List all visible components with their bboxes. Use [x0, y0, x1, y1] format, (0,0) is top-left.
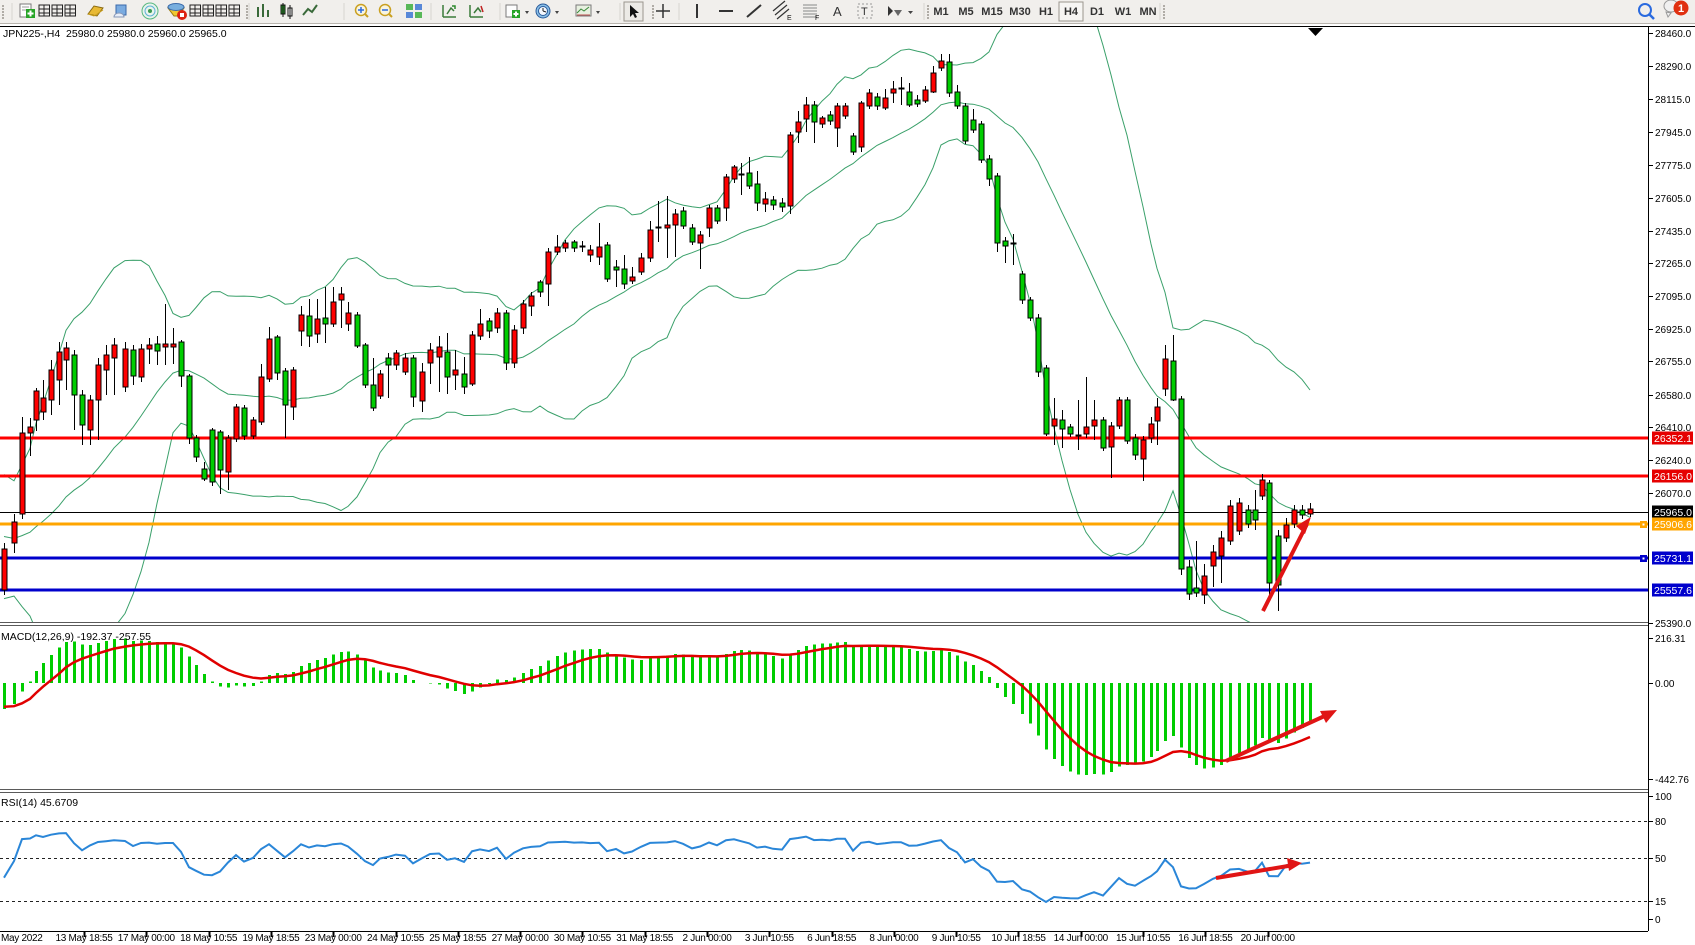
svg-text:19 May 18:55: 19 May 18:55: [242, 933, 300, 944]
svg-text:216.31: 216.31: [1655, 634, 1686, 645]
svg-text:T: T: [861, 6, 868, 18]
svg-text:25 May 18:55: 25 May 18:55: [429, 933, 487, 944]
svg-text:M30: M30: [1009, 6, 1030, 18]
svg-text:27435.0: 27435.0: [1655, 227, 1692, 238]
svg-text:H1: H1: [1039, 6, 1053, 18]
svg-text:M5: M5: [958, 6, 973, 18]
svg-text:25906.6: 25906.6: [1654, 519, 1692, 531]
svg-text:D1: D1: [1090, 6, 1104, 18]
svg-text:25390.0: 25390.0: [1655, 619, 1692, 630]
svg-text:24 May 10:55: 24 May 10:55: [367, 933, 425, 944]
svg-text:30 May 10:55: 30 May 10:55: [554, 933, 612, 944]
svg-text:26156.0: 26156.0: [1654, 471, 1692, 483]
svg-text:20 Jun 00:00: 20 Jun 00:00: [1241, 933, 1296, 944]
svg-text:15 Jun 10:55: 15 Jun 10:55: [1116, 933, 1171, 944]
svg-text:27775.0: 27775.0: [1655, 161, 1692, 172]
svg-text:3 Jun 10:55: 3 Jun 10:55: [745, 933, 795, 944]
svg-text:26410.0: 26410.0: [1655, 423, 1692, 434]
svg-text:MN: MN: [1139, 6, 1156, 18]
svg-text:27095.0: 27095.0: [1655, 292, 1692, 303]
svg-text:50: 50: [1655, 854, 1667, 865]
svg-text:25965.0: 25965.0: [1654, 507, 1692, 519]
svg-text:28460.0: 28460.0: [1655, 29, 1692, 40]
svg-text:1: 1: [1678, 3, 1684, 15]
svg-text:27945.0: 27945.0: [1655, 128, 1692, 139]
svg-text:JPN225-,H4 25980.0 25980.0 25: JPN225-,H4 25980.0 25980.0 25960.0 25965…: [3, 28, 227, 40]
svg-text:14 Jun 00:00: 14 Jun 00:00: [1054, 933, 1109, 944]
svg-text:13 May 18:55: 13 May 18:55: [56, 933, 114, 944]
svg-text:27265.0: 27265.0: [1655, 259, 1692, 270]
svg-text:28115.0: 28115.0: [1655, 95, 1691, 106]
svg-text:H4: H4: [1064, 6, 1079, 18]
svg-text:E: E: [787, 15, 792, 22]
svg-text:26070.0: 26070.0: [1655, 489, 1692, 500]
svg-text:25557.6: 25557.6: [1654, 585, 1692, 597]
svg-text:15: 15: [1655, 897, 1667, 908]
svg-text:F: F: [815, 15, 819, 22]
svg-text:16 Jun 18:55: 16 Jun 18:55: [1178, 933, 1233, 944]
svg-text:6 Jun 18:55: 6 Jun 18:55: [807, 933, 857, 944]
svg-text:RSI(14) 45.6709: RSI(14) 45.6709: [1, 797, 78, 809]
svg-text:-442.76: -442.76: [1655, 775, 1689, 786]
svg-text:100: 100: [1655, 792, 1672, 803]
svg-text:25731.1: 25731.1: [1654, 553, 1692, 565]
svg-text:26352.1: 26352.1: [1654, 433, 1692, 445]
svg-text:9 Jun 10:55: 9 Jun 10:55: [932, 933, 982, 944]
svg-text:27 May 00:00: 27 May 00:00: [492, 933, 550, 944]
svg-text:28290.0: 28290.0: [1655, 62, 1692, 73]
svg-text:8 Jun 00:00: 8 Jun 00:00: [869, 933, 919, 944]
svg-text:0: 0: [1655, 915, 1661, 926]
svg-text:W1: W1: [1115, 6, 1132, 18]
svg-text:MACD(12,26,9) -192.37 -257.55: MACD(12,26,9) -192.37 -257.55: [1, 631, 151, 643]
svg-text:18 May 10:55: 18 May 10:55: [180, 933, 238, 944]
svg-text:M1: M1: [933, 6, 948, 18]
svg-text:26925.0: 26925.0: [1655, 325, 1692, 336]
svg-text:26755.0: 26755.0: [1655, 357, 1692, 368]
svg-text:23 May 00:00: 23 May 00:00: [305, 933, 363, 944]
svg-text:26240.0: 26240.0: [1655, 456, 1692, 467]
svg-text:A: A: [833, 4, 842, 19]
svg-text:0.00: 0.00: [1655, 679, 1675, 690]
svg-text:May 2022: May 2022: [1, 933, 43, 944]
svg-text:27605.0: 27605.0: [1655, 194, 1692, 205]
svg-text:17 May 00:00: 17 May 00:00: [118, 933, 176, 944]
svg-text:31 May 18:55: 31 May 18:55: [616, 933, 674, 944]
svg-text:80: 80: [1655, 817, 1667, 828]
svg-text:M15: M15: [981, 6, 1002, 18]
svg-text:10 Jun 18:55: 10 Jun 18:55: [991, 933, 1046, 944]
svg-text:26580.0: 26580.0: [1655, 391, 1692, 402]
svg-text:2 Jun 00:00: 2 Jun 00:00: [683, 933, 733, 944]
